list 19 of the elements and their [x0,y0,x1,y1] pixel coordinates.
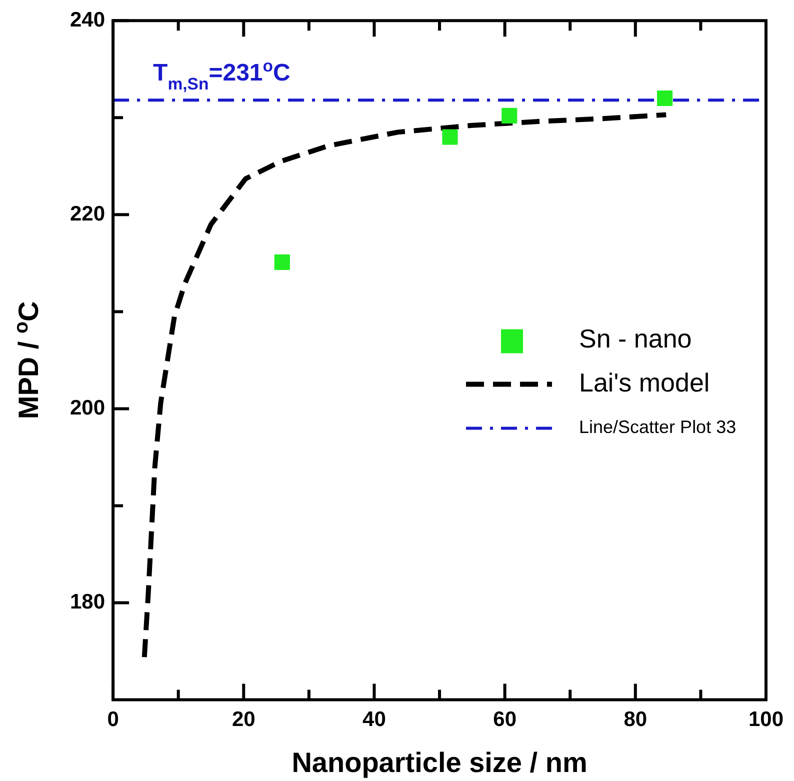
x-tick-label: 40 [362,708,386,732]
point [657,90,673,106]
point [274,254,290,270]
x-tick-label: 20 [232,708,256,732]
x-axis-title: Nanoparticle size / nm [292,747,588,778]
y-tick-label: 220 [70,202,106,226]
y-axis-title: MPD / oC [10,301,44,420]
y-tick-label: 200 [70,396,106,420]
legend-label: Sn - nano [579,323,692,354]
y-tick-label: 180 [70,590,106,614]
legend-label: Line/Scatter Plot 33 [579,417,736,438]
point [502,108,518,124]
x-tick-label: 80 [624,708,648,732]
legend-label: Lai's model [579,367,710,398]
y-tick-label: 240 [70,8,106,32]
x-tick-label: 100 [748,708,784,732]
x-tick-label: 0 [107,708,119,732]
x-tick-label: 60 [493,708,516,732]
point [442,129,458,145]
